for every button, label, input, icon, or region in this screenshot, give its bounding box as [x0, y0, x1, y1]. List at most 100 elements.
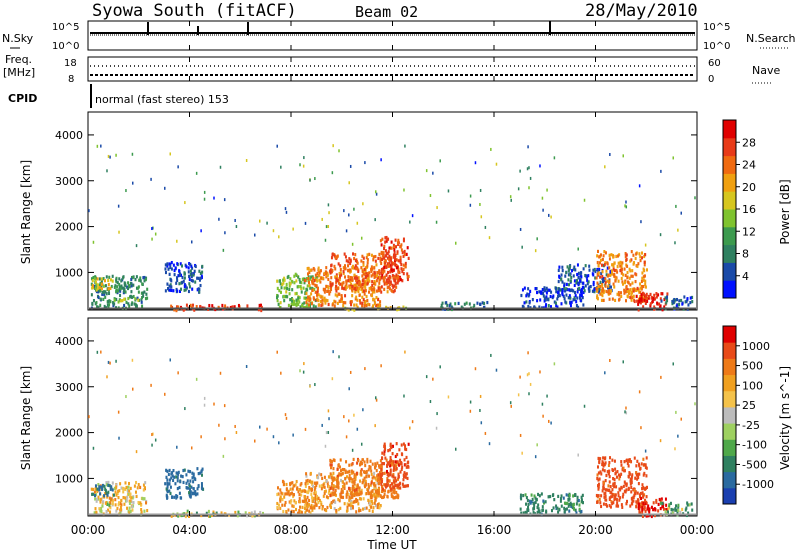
heatmap-cell: [146, 508, 149, 513]
heatmap-cell: [400, 461, 403, 465]
heatmap-cell: [315, 483, 318, 487]
heatmap-cell: [364, 485, 367, 489]
heatmap-cell: [626, 294, 629, 298]
freq-panel: Freq. [MHz] 18 8 60 0 Nave CPID normal (…: [3, 53, 780, 108]
colorbar-tick-label: 16: [742, 203, 756, 216]
heatmap-cell: [140, 298, 143, 302]
heatmap-cell: [122, 275, 125, 279]
heatmap-cell: [652, 296, 655, 301]
heatmap-cell: [402, 254, 405, 258]
heatmap-cell: [357, 507, 360, 511]
heatmap-cell: [355, 278, 358, 282]
heatmap-cell: [283, 276, 286, 280]
heatmap-cell: [509, 401, 512, 405]
heatmap-cell: [215, 511, 218, 515]
heatmap-cell: [170, 288, 173, 293]
heatmap-cell: [118, 277, 121, 281]
heatmap-cell: [99, 285, 102, 289]
heatmap-cell: [112, 498, 115, 503]
heatmap-cell: [680, 211, 682, 215]
heatmap-cell: [310, 275, 313, 279]
heatmap-cell: [328, 488, 331, 493]
heatmap-cell: [519, 169, 521, 173]
heatmap-cell: [581, 493, 584, 497]
y-tick-label: 3000: [55, 381, 83, 394]
heatmap-cell: [661, 308, 664, 312]
heatmap-cell: [643, 471, 646, 476]
heatmap-cell: [122, 496, 125, 500]
heatmap-cell: [641, 508, 644, 512]
heatmap-cell: [200, 469, 203, 474]
heatmap-cell: [98, 286, 101, 290]
heatmap-cell: [375, 493, 378, 497]
heatmap-cell: [327, 286, 330, 290]
heatmap-cell: [389, 264, 392, 268]
heatmap-cell: [655, 295, 658, 299]
heatmap-cell: [555, 286, 558, 290]
heatmap-cell: [374, 484, 377, 488]
heatmap-cell: [639, 467, 642, 471]
heatmap-cell: [390, 240, 393, 244]
heatmap-cell: [617, 494, 620, 498]
heatmap-cell: [189, 269, 192, 273]
heatmap-cell: [363, 284, 366, 288]
colorbar-tick-label: 500: [742, 360, 763, 373]
heatmap-cell: [348, 498, 351, 502]
heatmap-cell: [642, 457, 645, 461]
heatmap-cell: [644, 279, 647, 283]
heatmap-cell: [313, 278, 316, 283]
heatmap-cell: [122, 486, 125, 491]
heatmap-cell: [376, 502, 379, 507]
heatmap-cell: [587, 287, 590, 291]
heatmap-cell: [120, 284, 123, 288]
heatmap-cell: [577, 247, 579, 251]
heatmap-cell: [541, 505, 544, 509]
heatmap-cell: [350, 463, 353, 467]
heatmap-cell: [116, 291, 119, 295]
heatmap-cell: [396, 452, 399, 457]
heatmap-cell: [675, 410, 677, 414]
heatmap-cell: [337, 486, 340, 490]
heatmap-cell: [279, 488, 282, 492]
heatmap-cell: [641, 483, 644, 487]
heatmap-cell: [618, 498, 621, 502]
heatmap-cell: [330, 505, 333, 509]
heatmap-cell: [374, 254, 377, 259]
heatmap-cell: [630, 250, 633, 254]
heatmap-cell: [108, 291, 111, 296]
heatmap-cell: [635, 273, 638, 277]
heatmap-cell: [305, 503, 308, 508]
heatmap-cell: [145, 292, 148, 296]
heatmap-cell: [118, 298, 121, 302]
heatmap-cell: [600, 494, 603, 498]
heatmap-cell: [640, 496, 643, 501]
heatmap-cell: [344, 267, 347, 271]
heatmap-cell: [448, 304, 451, 308]
heatmap-cell: [106, 502, 109, 507]
heatmap-cell: [198, 278, 201, 282]
heatmap-cell: [360, 488, 363, 492]
heatmap-cell: [527, 505, 530, 510]
heatmap-cell: [625, 205, 628, 209]
heatmap-cell: [283, 503, 286, 507]
heatmap-cell: [246, 304, 249, 308]
heatmap-cell: [91, 283, 94, 288]
heatmap-cell: [528, 301, 531, 305]
heatmap-cell: [131, 508, 134, 512]
heatmap-cell: [342, 304, 345, 308]
heatmap-cell: [353, 308, 356, 312]
heatmap-cell: [542, 508, 545, 512]
heatmap-cell: [599, 253, 602, 257]
heatmap-cell: [371, 489, 374, 493]
heatmap-cell: [304, 500, 307, 504]
heatmap-cell: [368, 290, 371, 294]
heatmap-cell: [584, 284, 587, 288]
heatmap-cell: [396, 281, 399, 285]
heatmap-cell: [569, 273, 572, 277]
heatmap-cell: [545, 303, 548, 307]
heatmap-cell: [592, 280, 595, 285]
x-tick-label: 08:00: [274, 523, 309, 537]
heatmap-cell: [111, 481, 114, 485]
heatmap-cell: [290, 499, 293, 503]
heatmap-cell: [579, 293, 582, 297]
